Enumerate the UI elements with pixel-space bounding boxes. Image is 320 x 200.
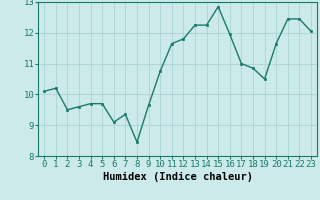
X-axis label: Humidex (Indice chaleur): Humidex (Indice chaleur)	[103, 172, 252, 182]
